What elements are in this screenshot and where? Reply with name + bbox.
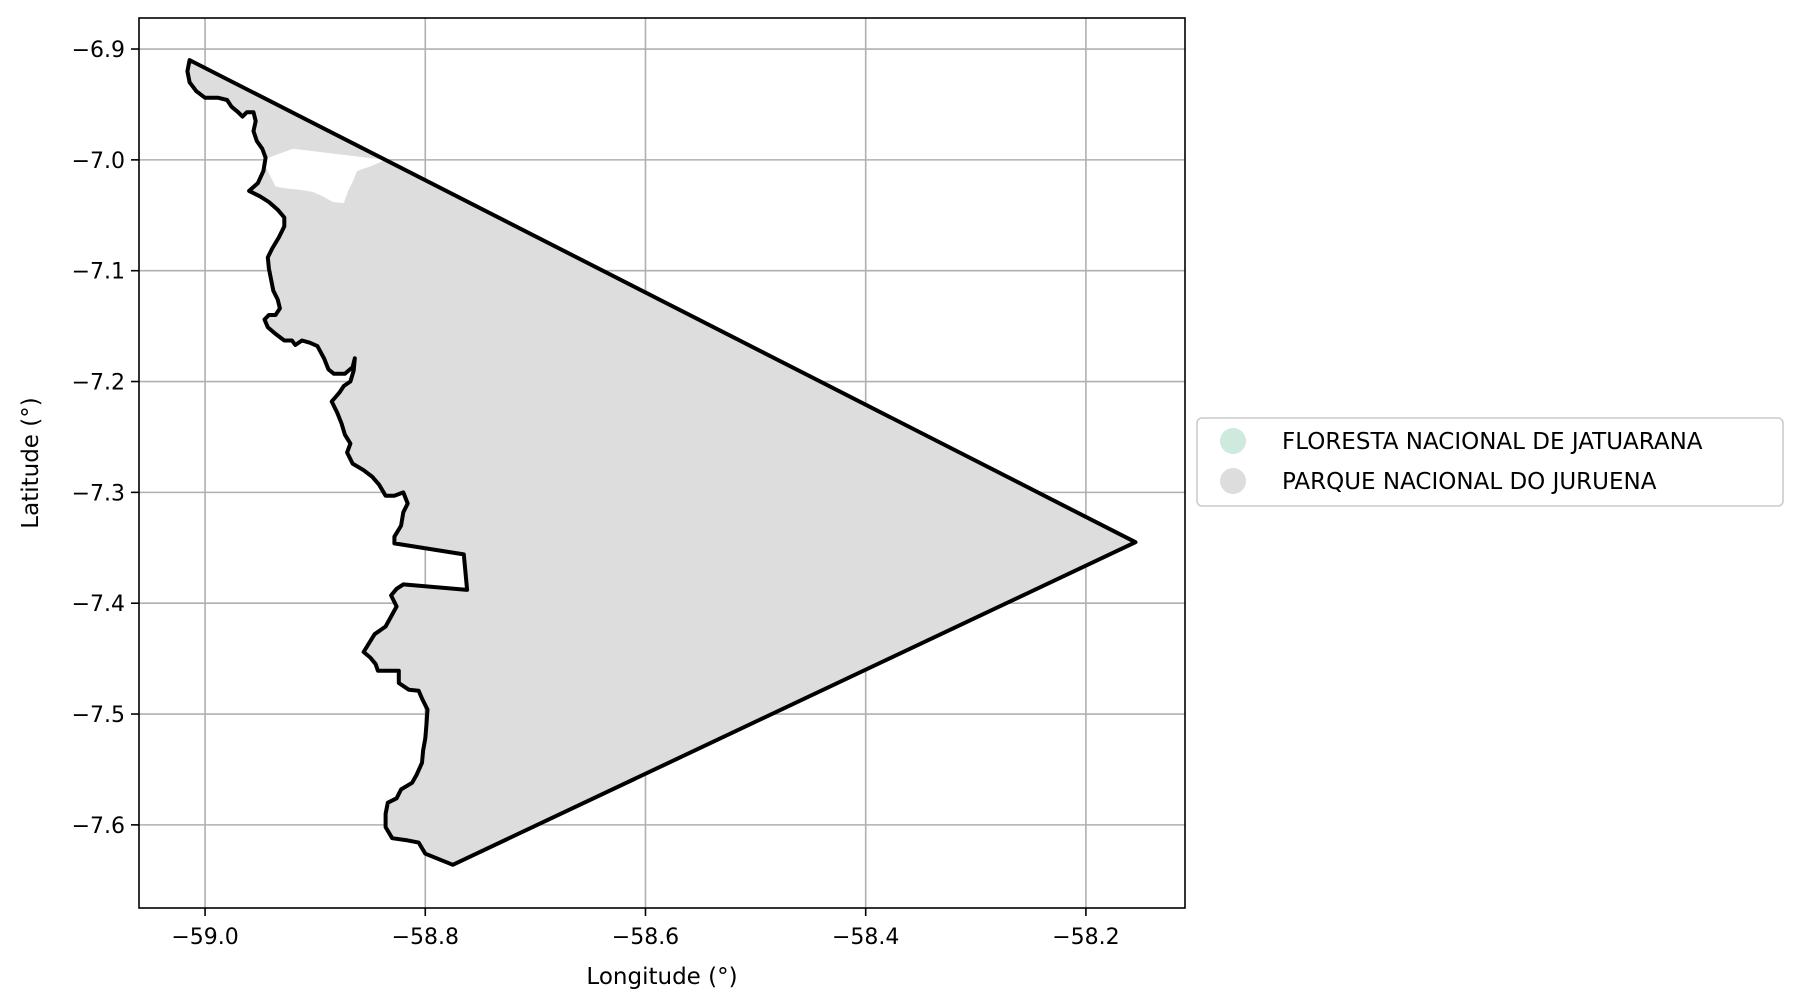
legend-label: FLORESTA NACIONAL DE JATUARANA bbox=[1282, 429, 1703, 455]
y-tick-label: −7.0 bbox=[72, 149, 125, 174]
y-tick-label: −7.1 bbox=[72, 260, 125, 285]
x-tick-label: −58.6 bbox=[612, 925, 679, 950]
legend-box bbox=[1196, 417, 1784, 507]
legend: FLORESTA NACIONAL DE JATUARANA PARQUE NAC… bbox=[1196, 417, 1784, 507]
x-tick-label: −58.2 bbox=[1052, 925, 1119, 950]
y-tick-label: −6.9 bbox=[72, 38, 125, 63]
y-tick-label: −7.3 bbox=[72, 481, 125, 506]
x-axis-ticks: −59.0 −58.8 −58.6 −58.4 −58.2 bbox=[171, 908, 1120, 950]
parque-nacional-do-juruena-region bbox=[187, 60, 1136, 865]
unfilled-notch-area bbox=[262, 148, 386, 204]
y-axis-label: Latitude (°) bbox=[18, 397, 44, 528]
y-tick-label: −7.2 bbox=[72, 371, 125, 396]
x-tick-label: −58.4 bbox=[832, 925, 899, 950]
y-axis-ticks: −6.9 −7.0 −7.1 −7.2 −7.3 −7.4 −7.5 −7.6 bbox=[72, 38, 139, 839]
legend-swatch bbox=[1220, 468, 1246, 494]
axes-frame bbox=[138, 17, 1186, 909]
y-tick-label: −7.6 bbox=[72, 814, 125, 839]
x-tick-label: −59.0 bbox=[171, 925, 238, 950]
y-tick-label: −7.5 bbox=[72, 703, 125, 728]
legend-swatch bbox=[1220, 428, 1246, 454]
y-tick-label: −7.4 bbox=[72, 592, 125, 617]
x-tick-label: −58.8 bbox=[392, 925, 459, 950]
x-axis-label: Longitude (°) bbox=[586, 964, 737, 990]
legend-label: PARQUE NACIONAL DO JURUENA bbox=[1282, 469, 1657, 495]
region-boundary-outline bbox=[185, 58, 1138, 867]
